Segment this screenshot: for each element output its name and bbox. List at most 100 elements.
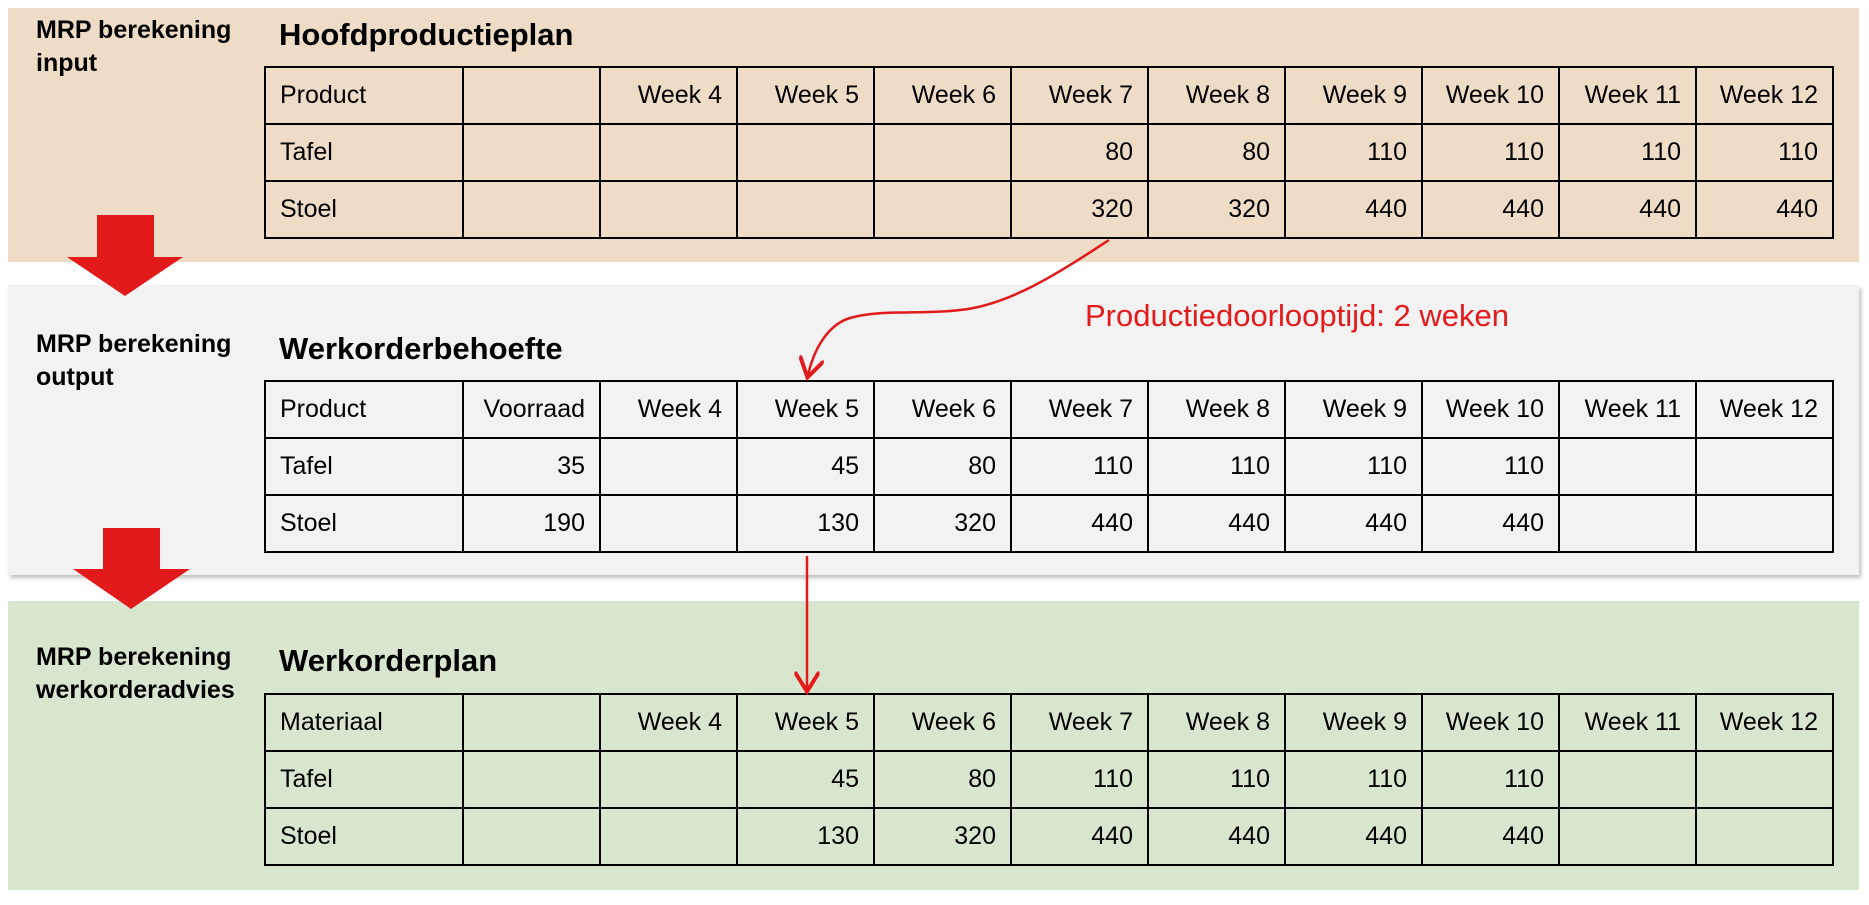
plan-side-label-line2: werkorderadvies (36, 676, 235, 704)
plan-side-label-line1: MRP berekening (36, 643, 232, 671)
header-cell: Week 11 (1558, 66, 1697, 125)
header-cell: Week 5 (736, 66, 875, 125)
header-cell: Week 4 (599, 693, 738, 752)
table-cell: 35 (462, 437, 601, 496)
header-cell: Week 11 (1558, 693, 1697, 752)
table-cell (736, 123, 875, 182)
output-side-label: MRP berekening output (36, 328, 256, 394)
lead-time-curved-arrow (808, 238, 1110, 375)
table-cell (1695, 807, 1834, 866)
table-cell (462, 180, 601, 239)
table-cell: 110 (1284, 437, 1423, 496)
header-cell: Week 6 (873, 380, 1012, 439)
table-cell: 190 (462, 494, 601, 553)
table-cell: 45 (736, 750, 875, 809)
table-cell: 440 (1695, 180, 1834, 239)
hoofdproductieplan-title: Hoofdproductieplan (279, 17, 574, 52)
header-cell: Week 4 (599, 380, 738, 439)
table-cell: 440 (1010, 494, 1149, 553)
hoofdproductieplan-table: Product Week 4 Week 5 Week 6 Week 7 Week 8 Wee… (264, 66, 1834, 239)
table-cell: 320 (1147, 180, 1286, 239)
table-cell: 110 (1284, 750, 1423, 809)
table-cell: 80 (1147, 123, 1286, 182)
table-cell: 110 (1010, 750, 1149, 809)
table-cell: 440 (1421, 180, 1560, 239)
header-cell: Week 9 (1284, 693, 1423, 752)
table-cell: 320 (873, 807, 1012, 866)
table-cell: Tafel (264, 750, 464, 809)
input-side-label: MRP berekening input (36, 14, 256, 80)
table-row: Stoel 320 320 440 440 440 440 (264, 180, 1834, 239)
table-cell (599, 180, 738, 239)
table-row: Stoel 190 130 320 440 440 440 440 (264, 494, 1834, 553)
table-cell: 110 (1284, 123, 1423, 182)
table-cell (873, 123, 1012, 182)
table-cell (462, 807, 601, 866)
table-cell: 110 (1558, 123, 1697, 182)
plan-side-label: MRP berekening werkorderadvies (36, 641, 256, 707)
table-cell: 440 (1421, 494, 1560, 553)
table-cell: 110 (1421, 750, 1560, 809)
header-cell: Week 10 (1421, 66, 1560, 125)
table-header-row: Product Week 4 Week 5 Week 6 Week 7 Week 8 Wee… (264, 66, 1834, 125)
table-row: Stoel 130 320 440 440 440 440 (264, 807, 1834, 866)
header-cell: Voorraad (462, 380, 601, 439)
table-cell (873, 180, 1012, 239)
header-cell: Week 6 (873, 66, 1012, 125)
header-cell: Materiaal (264, 693, 464, 752)
table-cell: 130 (736, 807, 875, 866)
table-cell: Stoel (264, 494, 464, 553)
table-cell: Tafel (264, 123, 464, 182)
table-cell: 320 (1010, 180, 1149, 239)
header-cell: Week 12 (1695, 693, 1834, 752)
table-cell: 440 (1010, 807, 1149, 866)
table-cell: 440 (1147, 494, 1286, 553)
table-cell (1558, 494, 1697, 553)
table-row: Tafel 80 80 110 110 110 110 (264, 123, 1834, 182)
header-cell: Week 5 (736, 693, 875, 752)
table-cell (736, 180, 875, 239)
output-side-label-line1: MRP berekening (36, 330, 232, 358)
down-arrow-output-to-plan (73, 528, 190, 609)
header-cell: Week 4 (599, 66, 738, 125)
header-cell: Product (264, 66, 464, 125)
header-cell: Week 8 (1147, 380, 1286, 439)
table-cell (599, 123, 738, 182)
table-cell: 440 (1421, 807, 1560, 866)
table-cell (1695, 750, 1834, 809)
table-cell (462, 123, 601, 182)
input-side-label-line1: MRP berekening (36, 16, 232, 44)
table-cell: 80 (873, 750, 1012, 809)
header-cell: Week 10 (1421, 380, 1560, 439)
table-cell: 110 (1421, 437, 1560, 496)
down-arrow-input-to-output (67, 215, 183, 296)
output-side-label-line2: output (36, 363, 114, 391)
table-cell: 110 (1010, 437, 1149, 496)
header-cell: Week 7 (1010, 380, 1149, 439)
table-cell: Stoel (264, 807, 464, 866)
lead-time-annotation: Productiedoorlooptijd: 2 weken (1085, 298, 1509, 333)
table-cell: 130 (736, 494, 875, 553)
table-cell: Tafel (264, 437, 464, 496)
werkorderplan-title: Werkorderplan (279, 643, 498, 678)
table-cell: 440 (1284, 494, 1423, 553)
table-cell (599, 437, 738, 496)
table-cell (1695, 437, 1834, 496)
table-cell (599, 494, 738, 553)
table-cell: 440 (1558, 180, 1697, 239)
table-cell: 110 (1147, 437, 1286, 496)
header-cell: Week 6 (873, 693, 1012, 752)
table-cell: 110 (1695, 123, 1834, 182)
header-cell: Week 12 (1695, 380, 1834, 439)
table-cell: 440 (1284, 807, 1423, 866)
table-cell: 45 (736, 437, 875, 496)
table-cell (599, 750, 738, 809)
table-cell: 110 (1147, 750, 1286, 809)
table-cell: 440 (1147, 807, 1286, 866)
input-side-label-line2: input (36, 49, 98, 77)
header-cell: Week 7 (1010, 693, 1149, 752)
header-cell: Week 9 (1284, 66, 1423, 125)
